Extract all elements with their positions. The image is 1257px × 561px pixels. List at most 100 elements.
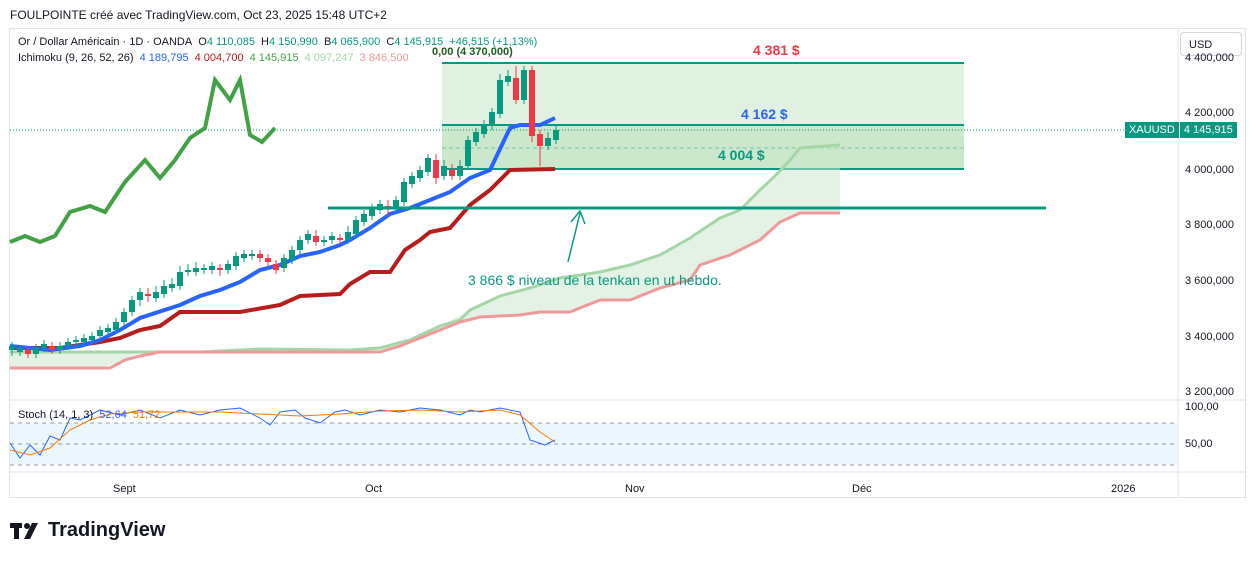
- price-tag-value: 4 145,915: [1179, 122, 1237, 138]
- candle-body: [201, 268, 207, 270]
- y-tick-4000: 4 000,000: [1185, 164, 1234, 176]
- candle-body: [185, 270, 191, 272]
- stoch-d-value: 51,72: [132, 409, 161, 421]
- candle-body: [489, 112, 495, 126]
- ichimoku-name: Ichimoku (9, 26, 52, 26): [18, 52, 134, 64]
- candle-body: [345, 232, 351, 240]
- kijun-sen: [10, 167, 556, 350]
- x-tick-nov: Nov: [625, 483, 645, 495]
- candle-body: [105, 328, 111, 332]
- y-tick-3800: 3 800,000: [1185, 219, 1234, 231]
- candle-body: [537, 134, 543, 146]
- candle-body: [113, 322, 119, 330]
- candle-body: [41, 344, 47, 348]
- candle-body: [145, 294, 151, 296]
- candle-body: [9, 346, 15, 350]
- candle-body: [209, 266, 215, 270]
- x-tick-dec: Déc: [852, 483, 872, 495]
- candle-body: [321, 240, 327, 242]
- candle-body: [281, 258, 287, 268]
- candle-body: [425, 158, 431, 172]
- senkou-span-a: [10, 143, 841, 354]
- open-value: 4 110,085: [206, 36, 255, 48]
- candle-body: [545, 138, 551, 146]
- stoch-legend[interactable]: Stoch (14, 1, 3) 52,64 51,72: [18, 409, 163, 421]
- candle-body: [169, 284, 175, 288]
- candle-body: [473, 132, 479, 142]
- candle-body: [513, 78, 519, 100]
- candle-body: [521, 70, 527, 100]
- stoch-k-value: 52,64: [99, 409, 127, 421]
- stoch-tick-50: 50,00: [1185, 438, 1213, 450]
- candle-body: [305, 234, 311, 240]
- x-tick-2026: 2026: [1111, 483, 1136, 495]
- candle-body: [57, 346, 63, 350]
- candle-body: [273, 264, 279, 270]
- stoch-name: Stoch (14, 1, 3): [18, 409, 94, 421]
- stoch-k-line: [9, 407, 556, 459]
- tenkan-hebdo-note: 3 866 $ niveau de la tenkan en ut hebdo.: [468, 272, 722, 288]
- candle-body: [393, 200, 399, 208]
- stoch-band: [10, 423, 1177, 465]
- candle-body: [409, 176, 415, 184]
- annotation-arrow: [567, 212, 581, 263]
- candle-body: [529, 70, 535, 136]
- candle-body: [17, 348, 23, 352]
- candle-body: [401, 182, 407, 202]
- tradingview-logo-icon: [10, 522, 38, 539]
- candle-body: [369, 208, 375, 216]
- candle-body: [233, 256, 239, 266]
- candle-body: [89, 336, 95, 340]
- candle-body: [481, 126, 487, 134]
- candle-body: [337, 238, 343, 240]
- candle-body: [505, 76, 511, 82]
- ichimoku-cloud: [10, 145, 840, 368]
- candle-body: [465, 140, 471, 166]
- candle-body: [121, 312, 127, 322]
- level-4162-label: 4 162 $: [741, 106, 788, 122]
- ichimoku-tenkan-value: 4 189,795: [139, 52, 189, 64]
- chart-title: FOULPOINTE créé avec TradingView.com, Oc…: [10, 8, 387, 22]
- y-tick-3200: 3 200,000: [1185, 386, 1234, 398]
- candle-body: [217, 268, 223, 270]
- tenkan-sen: [9, 116, 556, 353]
- level-4381-label: 4 381 $: [753, 42, 800, 58]
- y-tick-4200: 4 200,000: [1185, 107, 1234, 119]
- candle-body: [129, 300, 135, 312]
- x-tick-oct: Oct: [365, 483, 383, 495]
- tradingview-logo-text: TradingView: [48, 519, 166, 541]
- candle-body: [33, 348, 39, 354]
- candle-body: [449, 170, 455, 176]
- candle-body: [313, 236, 319, 242]
- y-tick-3600: 3 600,000: [1185, 275, 1234, 287]
- y-tick-4400: 4 400,000: [1185, 52, 1234, 64]
- tradingview-logo: TradingView: [10, 519, 165, 542]
- candle-body: [25, 350, 31, 354]
- candle-body: [553, 130, 559, 140]
- ichimoku-legend[interactable]: Ichimoku (9, 26, 52, 26) 4 189,795 4 004…: [18, 52, 412, 64]
- currency-button[interactable]: USD: [1180, 32, 1242, 56]
- ichimoku-kijun-value: 4 004,700: [194, 52, 244, 64]
- symbol-legend[interactable]: Or / Dollar Américain · 1D · OANDA O4 11…: [18, 36, 538, 48]
- last-price-tag: XAUUSD 4 145,915: [1125, 122, 1237, 138]
- low-value: 4 065,900: [331, 36, 381, 48]
- y-tick-3400: 3 400,000: [1185, 331, 1234, 343]
- candle-body: [97, 330, 103, 336]
- overlap-label: 0,00 (4 370,000): [432, 46, 513, 58]
- x-tick-sept: Sept: [113, 483, 136, 495]
- candle-body: [441, 166, 447, 176]
- candle-body: [225, 264, 231, 270]
- stoch-d-line: [9, 409, 556, 456]
- high-value: 4 150,990: [268, 36, 318, 48]
- candle-body: [353, 220, 359, 234]
- candle-body: [137, 292, 143, 300]
- ichimoku-span-a-value: 4 097,247: [304, 52, 354, 64]
- candle-body: [265, 258, 271, 262]
- candlestick-series: [9, 66, 559, 358]
- candle-body: [193, 268, 199, 272]
- candle-body: [361, 214, 367, 222]
- candle-body: [73, 340, 79, 342]
- level-4004-label: 4 004 $: [718, 147, 765, 163]
- chart-frame: [9, 28, 1246, 498]
